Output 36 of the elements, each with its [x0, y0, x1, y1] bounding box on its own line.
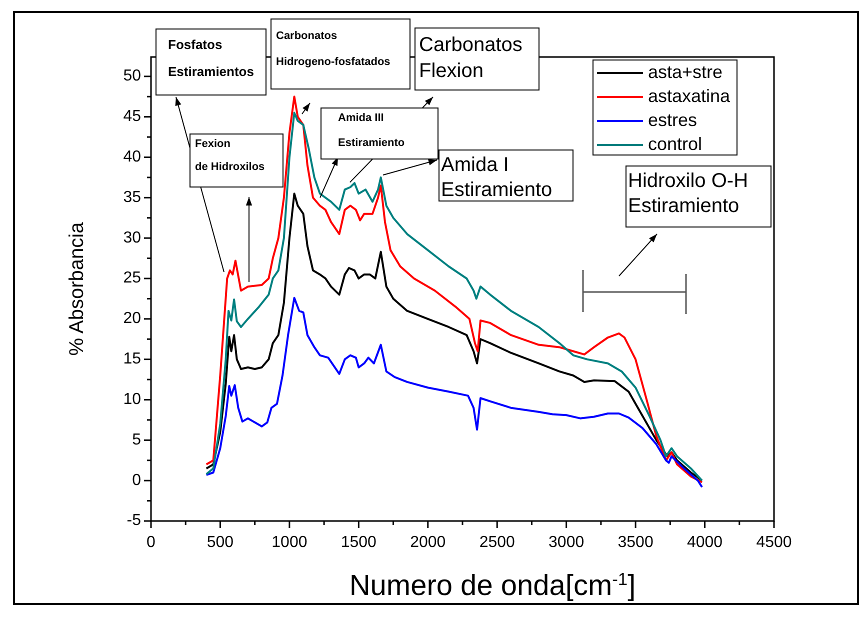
legend-label: estres [648, 110, 698, 130]
x-tick-label: 1000 [272, 534, 308, 552]
y-tick-label: 35 [123, 188, 142, 206]
y-tick-label: 0 [132, 472, 142, 489]
line-series [205, 296, 704, 488]
annotation: Carbonatos Flexion [419, 34, 522, 82]
y-tick-label: 40 [123, 148, 142, 166]
x-tick-label: 4500 [756, 534, 792, 552]
y-tick-label: 45 [123, 108, 142, 126]
annotation: Fexion de Hidroxilos [195, 138, 265, 173]
text: Carbonatos Hidrogeno-fosfatados [276, 30, 390, 68]
x-tick-label: 3000 [548, 534, 584, 552]
y-tick-label: 20 [123, 310, 142, 328]
y-tick-label: 30 [123, 229, 142, 246]
annotation: Hidroxilo O-H Estiramiento [628, 170, 748, 218]
y-tick-label: 10 [123, 390, 142, 408]
x-tick-label: 4000 [686, 534, 723, 552]
x-tick-label: 0 [146, 534, 156, 552]
x-tick-label: 3500 [618, 534, 654, 552]
y-tick-label: 15 [123, 350, 142, 368]
y-tick-label: 5 [132, 431, 142, 448]
legend-label: astaxatina [648, 86, 732, 106]
y-tick-label: -5 [126, 512, 142, 530]
legend-label: control [648, 134, 702, 154]
x-tick-label: 2500 [479, 534, 516, 552]
y-tick-label: 25 [123, 270, 142, 287]
x-tick-label: 2000 [410, 534, 446, 552]
y-axis-title: % Absorbancia [66, 221, 88, 356]
annotation: Amida I Estiramiento [441, 154, 552, 202]
x-tick-label: 1500 [340, 534, 377, 552]
y-tick-label: 50 [123, 68, 142, 85]
legend-label: asta+stre [648, 62, 723, 82]
x-tick-label: 500 [206, 534, 234, 552]
annotation: Fosfatos Estiramientos [168, 37, 254, 80]
x-axis-title: Numero de onda[cm$^{-1}$] [349, 569, 636, 602]
annotation: Amida III Estiramiento [338, 112, 405, 149]
